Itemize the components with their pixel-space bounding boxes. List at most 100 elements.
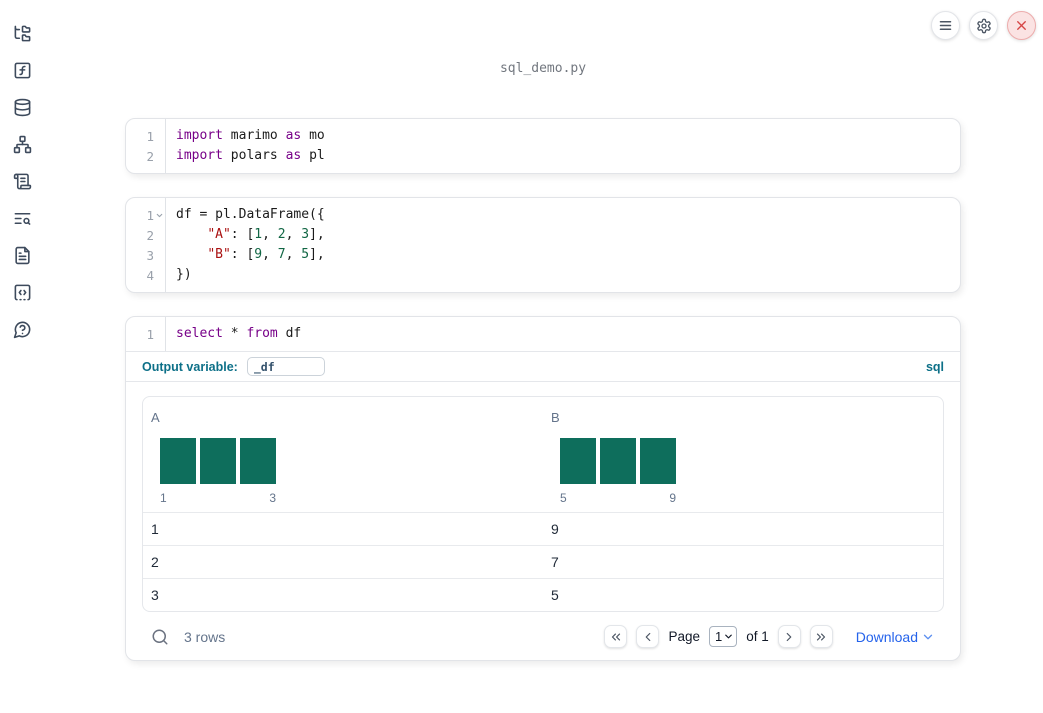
code-token: df: [277, 326, 302, 341]
code-line[interactable]: df = pl.DataFrame({: [176, 205, 960, 225]
histogram-bar[interactable]: [640, 438, 676, 484]
column-histogram[interactable]: [160, 438, 535, 484]
function-square-icon: [13, 61, 32, 80]
table-cell[interactable]: 7: [551, 554, 559, 570]
histogram-bar[interactable]: [200, 438, 236, 484]
code-token: 9: [254, 247, 263, 262]
shutdown-button[interactable]: [1007, 11, 1036, 40]
cell-sql[interactable]: 1 select * from df Output variable: sql …: [125, 316, 961, 661]
close-icon: [1014, 18, 1029, 33]
datasources-button[interactable]: [13, 98, 32, 117]
logs-button[interactable]: [13, 209, 32, 228]
code-content[interactable]: select * from df: [166, 317, 960, 351]
first-page-button[interactable]: [604, 625, 628, 648]
code-square-icon: [13, 283, 32, 302]
file-explorer-button[interactable]: [13, 24, 32, 43]
code-token: import: [176, 148, 223, 163]
histogram-bar[interactable]: [160, 438, 196, 484]
sql-cell-footer: Output variable: sql: [126, 351, 960, 381]
next-page-button[interactable]: [777, 625, 801, 648]
list-search-icon: [13, 209, 32, 228]
histogram-bar[interactable]: [600, 438, 636, 484]
axis-tick-label: 9: [669, 491, 676, 505]
code-token: df = pl.DataFrame({: [176, 207, 325, 222]
code-token: ,: [285, 247, 302, 262]
variables-button[interactable]: [13, 61, 32, 80]
helper-sidebar: [0, 0, 44, 713]
code-token: import: [176, 128, 223, 143]
code-token: ,: [262, 247, 278, 262]
notebook-filename[interactable]: sql_demo.py: [499, 61, 587, 76]
line-number-gutter: 1: [126, 317, 166, 351]
code-line[interactable]: }): [176, 265, 960, 285]
dependency-graph-button[interactable]: [13, 135, 32, 154]
download-button[interactable]: Download: [856, 629, 935, 645]
previous-page-button[interactable]: [636, 625, 660, 648]
scratchpad-button[interactable]: [13, 172, 32, 191]
chevron-down-icon: [921, 630, 935, 644]
code-token: polars: [222, 148, 286, 163]
table-cell[interactable]: 9: [551, 521, 559, 537]
code-line[interactable]: "A": [1, 2, 3],: [176, 225, 960, 245]
notebook-actions-button[interactable]: [931, 11, 960, 40]
code-content[interactable]: import marimo as mo import polars as pl: [166, 119, 960, 173]
help-button[interactable]: [13, 320, 32, 339]
chevrons-left-icon: [609, 630, 623, 644]
table-cell[interactable]: 1: [151, 521, 159, 537]
download-label: Download: [855, 628, 918, 645]
line-number: 3: [146, 247, 154, 263]
page-label: Page: [668, 629, 700, 644]
code-line[interactable]: select * from df: [176, 324, 960, 344]
fold-chevron-icon[interactable]: [154, 211, 165, 220]
line-number: 1: [146, 207, 154, 223]
code-line[interactable]: import polars as pl: [176, 146, 960, 166]
code-line[interactable]: "B": [9, 7, 5],: [176, 245, 960, 265]
page-select[interactable]: 1: [708, 626, 738, 647]
code-token: 2: [277, 227, 286, 242]
code-token: *: [222, 326, 247, 341]
notebook-toolbar: [931, 11, 1036, 40]
database-icon: [13, 98, 32, 117]
chevrons-right-icon: [814, 630, 828, 644]
output-variable-input[interactable]: [246, 357, 325, 376]
pagination: Page 1 of 1 Download: [604, 625, 935, 648]
column-name: B: [551, 410, 560, 425]
table-cell[interactable]: 3: [151, 587, 159, 603]
code-token: from: [246, 326, 278, 341]
code-content[interactable]: df = pl.DataFrame({ "A": [1, 2, 3], "B":…: [166, 198, 960, 292]
table-cell[interactable]: 5: [551, 587, 559, 603]
table-cell[interactable]: 2: [151, 554, 159, 570]
histogram-bar[interactable]: [240, 438, 276, 484]
code-token: 7: [277, 247, 286, 262]
documentation-button[interactable]: [13, 246, 32, 265]
code-editor[interactable]: 1 select * from df: [126, 317, 960, 351]
code-token: [176, 247, 207, 262]
column-name: A: [151, 410, 160, 425]
chevron-right-icon: [782, 630, 796, 644]
code-line[interactable]: import marimo as mo: [176, 126, 960, 146]
snippets-button[interactable]: [13, 283, 32, 302]
settings-button[interactable]: [969, 11, 998, 40]
axis-tick-label: 3: [269, 491, 276, 505]
last-page-button[interactable]: [809, 625, 833, 648]
language-badge[interactable]: sql: [925, 359, 944, 374]
search-icon[interactable]: [151, 628, 169, 646]
code-token: "B": [207, 247, 231, 262]
histogram-bar[interactable]: [560, 438, 596, 484]
code-token: 1: [254, 227, 263, 242]
column-histogram[interactable]: [560, 438, 935, 484]
